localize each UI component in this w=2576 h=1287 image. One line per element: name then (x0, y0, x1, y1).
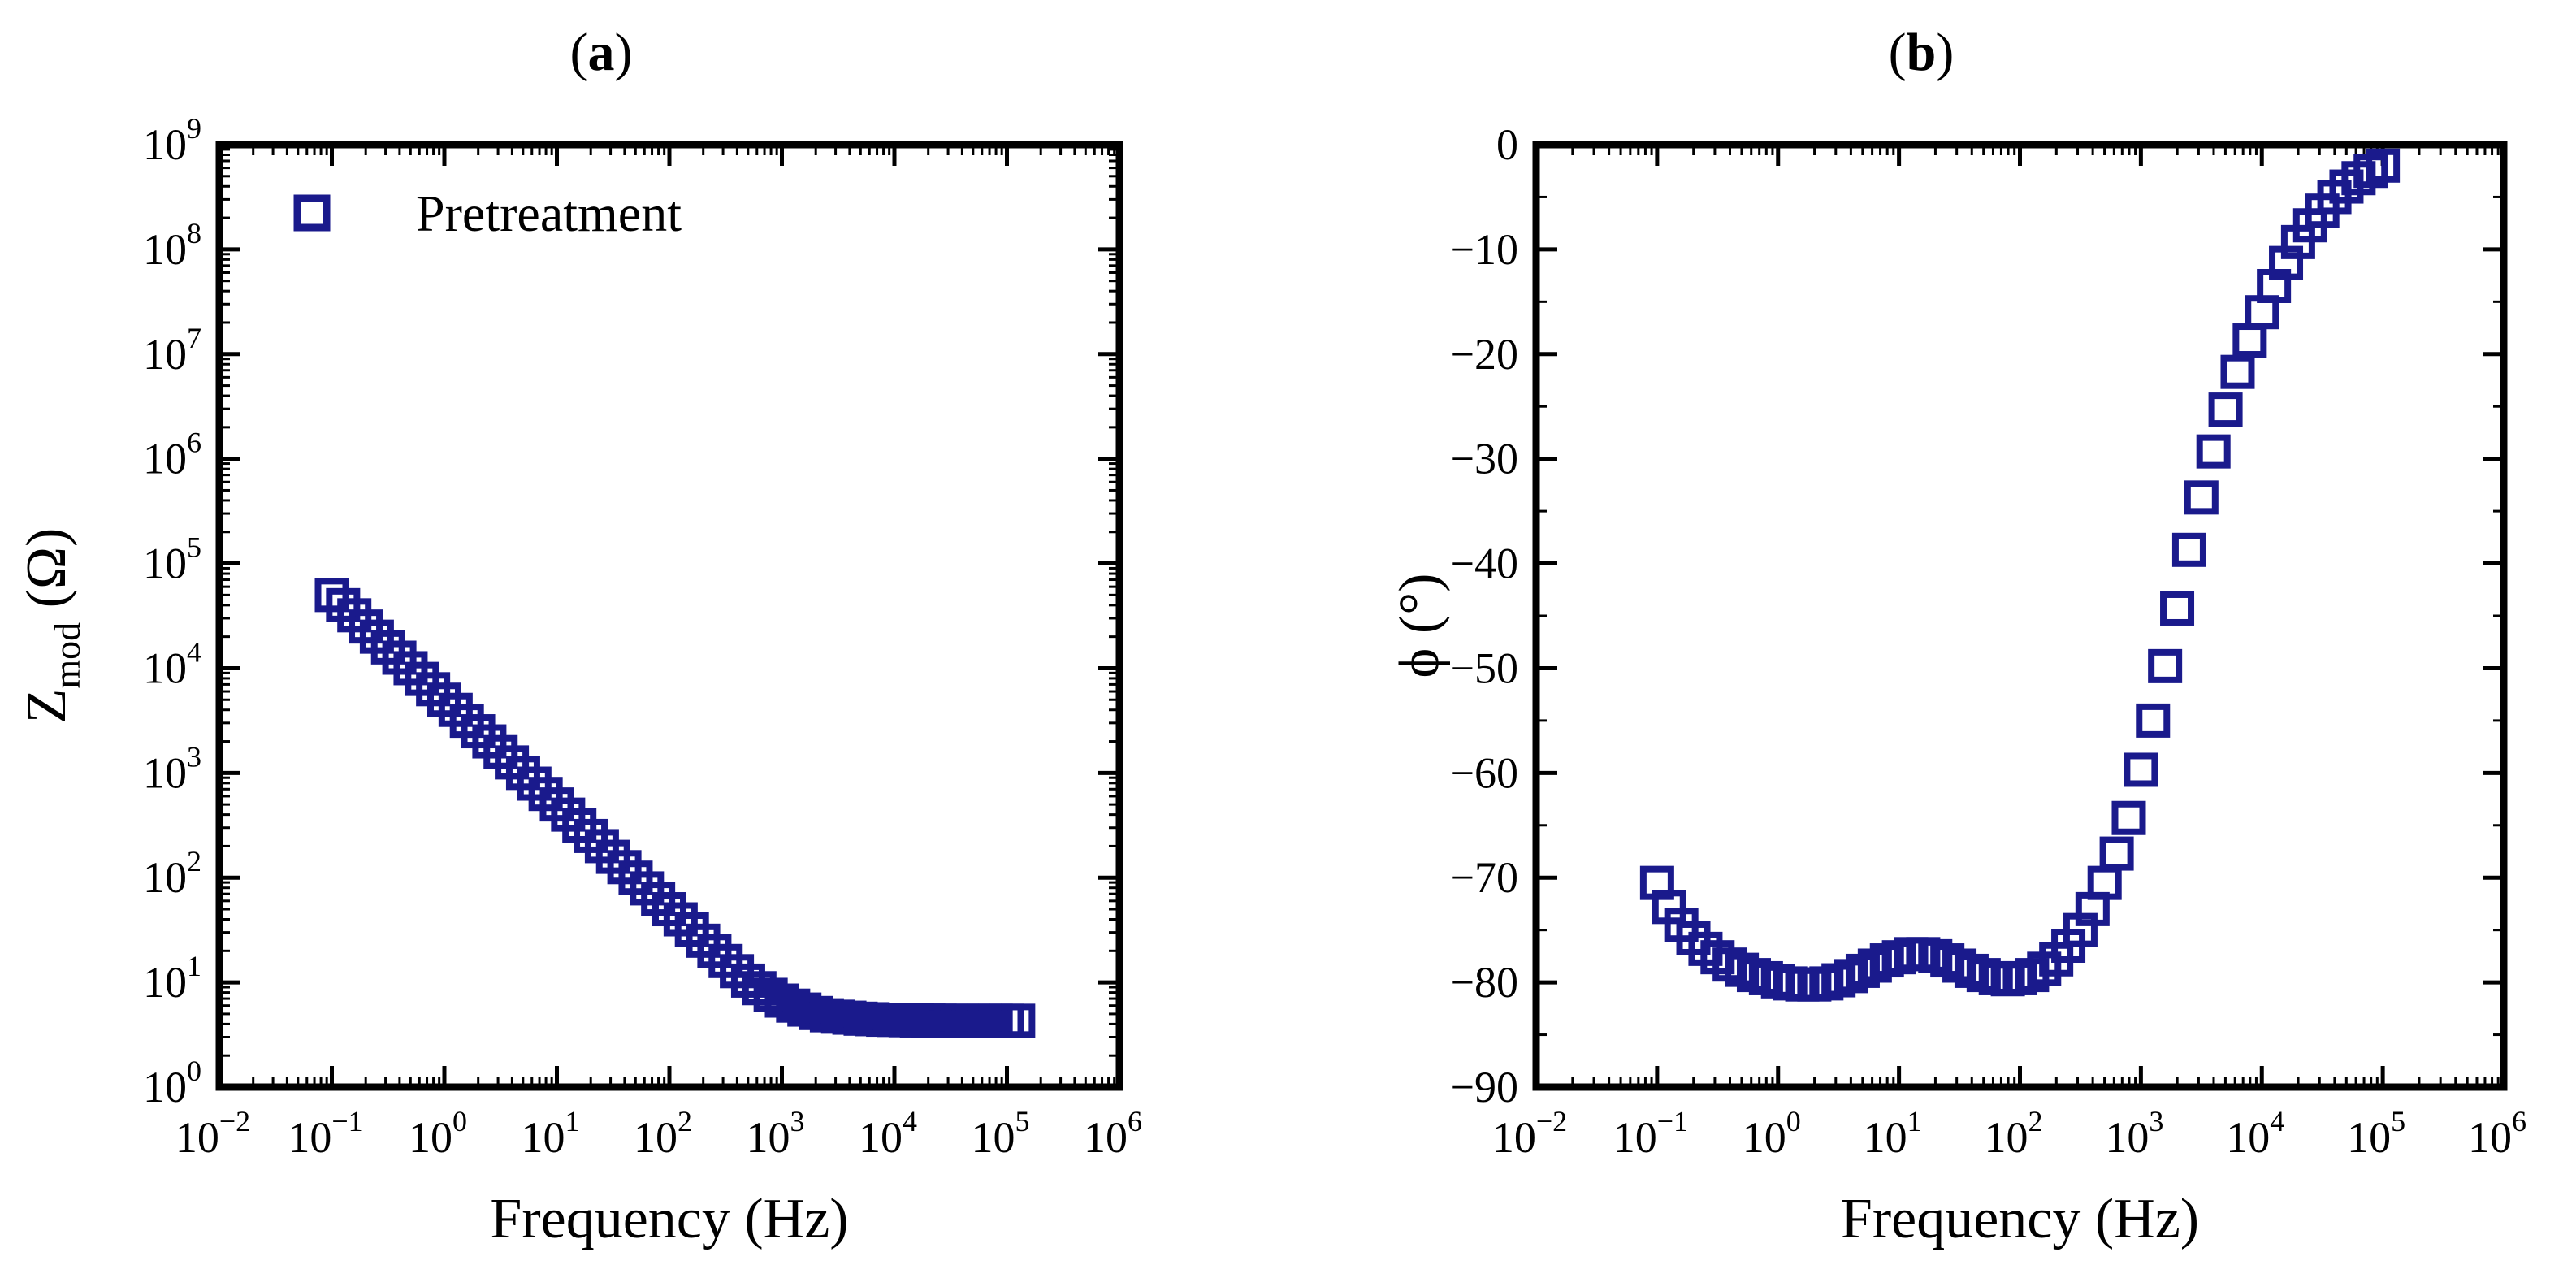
panel-a-y-tick-labels: 100 101 102 103 104 105 106 107 108 109 (143, 112, 201, 1112)
x-tick-label: 100 (409, 1105, 467, 1162)
y-tick-label: −70 (1450, 853, 1518, 902)
panel-a-points (314, 578, 1036, 1038)
x-tick-label: 101 (1864, 1105, 1922, 1162)
x-tick-label: 10−2 (1492, 1105, 1567, 1162)
x-tick-label: 104 (2226, 1105, 2284, 1162)
y-tick-label: 107 (143, 322, 201, 379)
x-tick-label: 103 (747, 1105, 805, 1162)
y-tick-label: 105 (143, 531, 201, 588)
panel-b-x-axis-title: Frequency (Hz) (1841, 1188, 2199, 1250)
panel-b-points (1639, 148, 2401, 1002)
panel-a-legend: Pretreatment (293, 184, 682, 242)
y-tick-label: −80 (1450, 958, 1518, 1007)
data-point (2208, 392, 2243, 427)
x-tick-label: 102 (1985, 1105, 2043, 1162)
panel-a-x-tick-labels: 10−2 10−1 100 101 102 103 104 105 106 (175, 1105, 1142, 1162)
y-tick-label: 0 (1496, 120, 1518, 169)
panel-b-plot-frame (1532, 141, 2508, 1091)
y-tick-label: 104 (143, 635, 201, 692)
chart-panel-a: (a) 10−2 10−1 100 101 102 103 104 105 106 100 101… (15, 23, 1142, 1250)
x-tick-label: 105 (2347, 1105, 2405, 1162)
data-point (2160, 591, 2195, 626)
x-tick-label: 105 (972, 1105, 1030, 1162)
data-point (2099, 836, 2134, 871)
x-tick-label: 106 (2468, 1105, 2526, 1162)
y-tick-label: 109 (143, 112, 201, 169)
data-point (2124, 752, 2158, 787)
x-tick-label: 10−2 (175, 1105, 250, 1162)
data-point (2366, 148, 2401, 183)
panel-a-y-axis-title: Zmod (Ω) (15, 528, 88, 724)
y-tick-label: −60 (1450, 748, 1518, 797)
y-tick-label: −30 (1450, 435, 1518, 483)
y-tick-label: 108 (143, 217, 201, 274)
panel-b-x-tick-labels: 10−2 10−1 100 101 102 103 104 105 106 (1492, 1105, 2526, 1162)
y-tick-label: −20 (1450, 330, 1518, 379)
y-tick-label: 101 (143, 950, 201, 1007)
data-point (2232, 323, 2267, 358)
data-point (2171, 532, 2206, 567)
y-tick-label: −10 (1450, 225, 1518, 274)
y-tick-label: 102 (143, 845, 201, 902)
x-tick-label: 10−1 (1613, 1105, 1688, 1162)
chart-panel-b: (b) 10−2 10−1 100 101 102 103 104 105 106 0 −10 −2… (1388, 23, 2526, 1250)
panel-a-label: (a) (570, 23, 633, 82)
y-tick-label: 103 (143, 740, 201, 797)
x-tick-label: 102 (634, 1105, 692, 1162)
data-point (2196, 434, 2231, 469)
y-tick-label: −50 (1450, 644, 1518, 692)
y-tick-label: −40 (1450, 540, 1518, 588)
data-point (2184, 480, 2219, 515)
x-tick-label: 104 (859, 1105, 917, 1162)
data-point (2148, 648, 2183, 683)
y-tick-label: −90 (1450, 1063, 1518, 1112)
panel-a-y-axis-unit: (Ω) (15, 528, 78, 609)
panel-a-y-axis-subscript: mod (46, 622, 88, 689)
legend-label: Pretreatment (416, 184, 682, 242)
y-tick-label: 106 (143, 427, 201, 483)
data-point (1001, 1003, 1036, 1038)
data-point (2111, 800, 2146, 835)
x-tick-label: 103 (2105, 1105, 2163, 1162)
x-tick-label: 100 (1743, 1105, 1801, 1162)
panel-b-y-axis-title: ϕ (°) (1388, 574, 1451, 678)
panel-b-y-axis-symbol: ϕ (1388, 648, 1451, 678)
panel-b-y-axis-unit: (°) (1388, 574, 1451, 635)
y-tick-label: 100 (143, 1055, 201, 1112)
data-point (2136, 703, 2171, 738)
legend-marker-square (293, 194, 331, 232)
panel-a-y-axis-symbol: Z (15, 689, 78, 724)
data-point (2220, 354, 2255, 389)
x-tick-label: 101 (522, 1105, 580, 1162)
x-tick-label: 106 (1084, 1105, 1142, 1162)
panel-a-plot-frame (215, 141, 1123, 1091)
panel-b-y-tick-labels: 0 −10 −20 −30 −40 −50 −60 −70 −80 −90 (1450, 120, 1518, 1112)
panel-b-label: (b) (1889, 23, 1955, 82)
panel-a-x-axis-title: Frequency (Hz) (490, 1188, 848, 1250)
x-tick-label: 10−1 (288, 1105, 362, 1162)
